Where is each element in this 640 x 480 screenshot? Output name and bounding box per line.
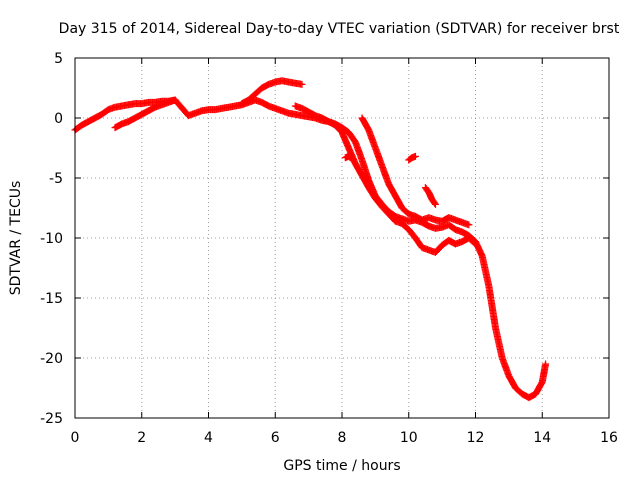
y-tick-label: 0 <box>54 111 63 127</box>
series-outlier_3 <box>421 184 439 208</box>
x-tick-label: 16 <box>600 430 618 446</box>
y-tick-label: -10 <box>40 231 63 247</box>
grid-lines <box>75 58 609 418</box>
y-tick-label: -20 <box>40 351 63 367</box>
chart-title: Day 315 of 2014, Sidereal Day-to-day VTE… <box>59 21 620 37</box>
data-point <box>470 239 478 247</box>
series-outlier_1 <box>405 152 419 164</box>
data-point <box>411 152 419 160</box>
data-point <box>431 200 439 208</box>
data-point <box>465 221 473 229</box>
series-outlier_2 <box>341 152 356 163</box>
x-tick-label: 14 <box>533 430 551 446</box>
data-point <box>542 360 550 368</box>
data-point <box>348 155 356 163</box>
y-axis-label: SDTVAR / TECUs <box>8 181 24 296</box>
series-branch_c <box>358 114 473 229</box>
data-point <box>171 96 179 104</box>
y-tick-label: -5 <box>49 171 63 187</box>
x-tick-label: 2 <box>137 430 146 446</box>
y-tick-label: 5 <box>54 51 63 67</box>
x-tick-label: 12 <box>467 430 485 446</box>
data-point <box>298 80 306 88</box>
y-tick-label: -25 <box>40 411 63 427</box>
y-tick-label: -15 <box>40 291 63 307</box>
data-point <box>431 199 439 207</box>
x-axis-label: GPS time / hours <box>283 458 400 474</box>
series-branch_b <box>291 102 479 256</box>
series-main <box>71 96 550 402</box>
x-tick-label: 0 <box>71 430 80 446</box>
data-points <box>71 77 550 402</box>
x-tick-label: 6 <box>271 430 280 446</box>
x-axis: 0 2 4 6 8 10 12 14 16 <box>71 58 618 446</box>
series-lower_arc <box>111 96 179 132</box>
data-point <box>472 240 479 248</box>
x-tick-label: 8 <box>338 430 347 446</box>
data-point <box>347 154 355 162</box>
x-tick-label: 10 <box>400 430 418 446</box>
x-tick-label: 4 <box>204 430 213 446</box>
y-axis: 5 0 -5 -10 -15 -20 -25 <box>40 51 609 427</box>
series-upper_arc <box>238 77 306 108</box>
